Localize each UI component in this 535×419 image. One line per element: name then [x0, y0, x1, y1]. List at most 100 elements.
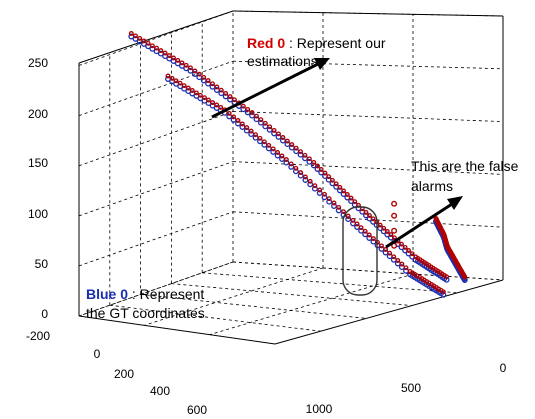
red-series-point — [141, 38, 147, 44]
red-series-point — [267, 124, 273, 130]
red-series-point — [149, 43, 155, 49]
red-series-point — [311, 159, 317, 165]
blue-series-point — [302, 177, 309, 183]
red-series-point — [218, 104, 224, 110]
blue-series-point — [311, 185, 318, 192]
red-series-point — [341, 209, 346, 215]
axes-grid — [78, 10, 504, 345]
red-series-point — [177, 80, 183, 86]
red-series-point — [298, 149, 304, 155]
red-series-point — [226, 110, 232, 116]
red-series-point — [381, 225, 387, 231]
red-series-point — [377, 222, 383, 228]
z-tick-label: 200 — [28, 107, 48, 121]
y-tick-label: 200 — [114, 367, 134, 381]
red-series-point — [166, 53, 172, 59]
red-series-point — [383, 247, 389, 252]
red-series-point — [235, 118, 241, 123]
red-series-point — [154, 45, 160, 51]
red-series-point — [406, 248, 412, 253]
red-series-false-alarm-point — [391, 227, 398, 234]
red-series-point — [158, 48, 164, 54]
red-series-point — [254, 113, 259, 119]
red-series-point — [298, 170, 304, 176]
annotation-estimations-line2: estimations — [247, 53, 318, 69]
red-series-point — [302, 152, 308, 158]
red-series-point — [433, 215, 439, 221]
red-series-point — [249, 110, 255, 116]
false-alarm-highlight — [342, 206, 378, 296]
red-series-point — [391, 235, 397, 241]
red-series-point — [218, 87, 224, 93]
red-series-point — [362, 228, 368, 234]
red-series-point — [366, 232, 372, 238]
red-series-point — [262, 120, 268, 126]
red-series-point — [306, 156, 312, 162]
red-series-point — [283, 157, 289, 163]
red-series-point — [280, 135, 286, 140]
red-series-point — [231, 114, 237, 120]
red-series-point — [318, 167, 324, 172]
red-series-point — [395, 258, 401, 263]
red-series-point — [337, 184, 343, 190]
red-series-point — [317, 187, 323, 193]
red-series-point — [402, 244, 408, 250]
red-series-point — [239, 121, 245, 127]
tick-labels: 0 50 100 150 200 250 -200 0 200 400 600 1000 500 0 — [26, 56, 507, 417]
red-series-point — [245, 106, 251, 112]
red-series-point — [387, 250, 393, 256]
red-series-point — [196, 71, 202, 77]
red-series-point — [341, 188, 347, 194]
red-series-point — [329, 177, 335, 183]
red-series-point — [344, 192, 350, 197]
red-series-point — [289, 142, 295, 148]
red-series-point — [388, 232, 394, 238]
red-series-point — [214, 102, 220, 108]
red-series-point — [279, 153, 285, 159]
blue-series-point — [443, 276, 450, 283]
red-series-point — [363, 209, 369, 215]
red-series-point — [171, 55, 176, 61]
red-series-point — [336, 204, 342, 210]
red-series-point — [350, 217, 356, 223]
red-series-point — [188, 65, 193, 71]
red-series-point — [227, 94, 233, 100]
red-series-point — [202, 95, 207, 101]
blue-series-point — [288, 163, 295, 170]
y-tick-label: 600 — [187, 403, 207, 417]
red-series-point — [315, 163, 320, 169]
blue-series-point — [440, 291, 447, 298]
red-series-point — [162, 50, 168, 56]
x-tick-label: 0 — [500, 361, 507, 375]
red-series-point — [293, 145, 299, 151]
red-series-point — [333, 181, 339, 187]
red-series-point — [181, 83, 187, 89]
z-tick-label: 100 — [28, 207, 48, 221]
red-series-point — [248, 128, 254, 134]
red-series-point — [210, 100, 216, 106]
annotation-false-alarms-line1: This are the false — [411, 158, 519, 174]
red-series-point — [322, 191, 327, 197]
z-tick-label: 150 — [28, 156, 48, 170]
red-series-point — [276, 131, 281, 137]
red-series-point — [326, 196, 332, 202]
red-series-point — [367, 213, 372, 219]
red-series-point — [205, 78, 211, 84]
red-series-point — [403, 265, 409, 271]
blue-series-point — [297, 172, 304, 179]
blue-series-point — [326, 198, 333, 205]
red-series-point — [399, 261, 405, 267]
red-series-point — [440, 289, 446, 295]
blue-series-point — [331, 203, 337, 209]
red-series-point — [210, 81, 215, 87]
annotation-gt-line1: Blue 0 : Represent — [86, 286, 204, 302]
red-series-point — [197, 92, 203, 98]
red-series-point — [326, 174, 332, 180]
x-tick-label: 1000 — [306, 402, 333, 416]
red-series-point — [358, 225, 364, 231]
red-series-point — [312, 183, 318, 189]
red-series-point — [354, 221, 360, 227]
annotation-estimations-line1: Red 0 : Represent our — [247, 35, 386, 51]
blue-series-point — [292, 168, 299, 175]
